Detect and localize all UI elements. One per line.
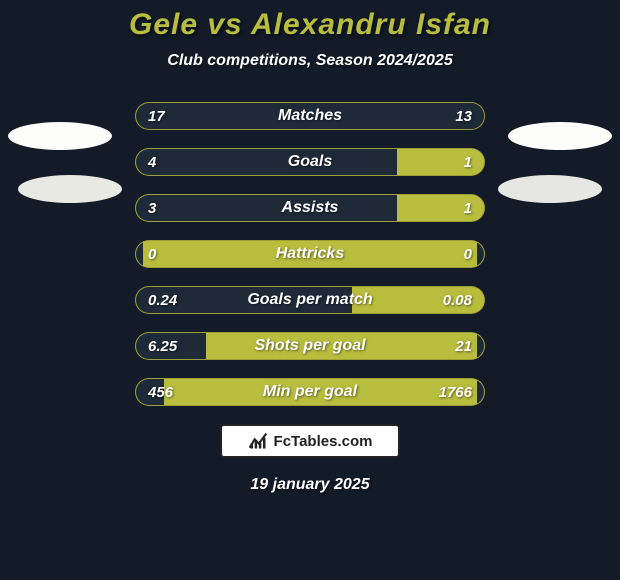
- stat-label: Matches: [136, 103, 484, 129]
- branding-text: FcTables.com: [274, 433, 373, 450]
- comparison-infographic: Gele vs Alexandru Isfan Club competition…: [0, 0, 620, 580]
- stat-row: 3Assists1: [135, 194, 485, 222]
- stat-value-right: 0: [464, 241, 472, 267]
- stat-bars: 17Matches13 4Goals1 3Assists1 0Hattricks0 0.…: [135, 102, 485, 406]
- stat-row: 0.24Goals per match0.08: [135, 286, 485, 314]
- stat-row: 4Goals1: [135, 148, 485, 176]
- stat-row: 17Matches13: [135, 102, 485, 130]
- stat-label: Assists: [136, 195, 484, 221]
- player-left-avatar-mid: [18, 175, 122, 203]
- stat-value-right: 0.08: [443, 287, 472, 313]
- page-title: Gele vs Alexandru Isfan: [0, 8, 620, 42]
- stat-label: Hattricks: [136, 241, 484, 267]
- chart-icon: [248, 431, 268, 451]
- stat-label: Shots per goal: [136, 333, 484, 359]
- stat-value-right: 1766: [439, 379, 472, 405]
- stat-label: Min per goal: [136, 379, 484, 405]
- stat-row: 456Min per goal1766: [135, 378, 485, 406]
- stat-value-right: 13: [455, 103, 472, 129]
- stat-row: 6.25Shots per goal21: [135, 332, 485, 360]
- subtitle: Club competitions, Season 2024/2025: [0, 52, 620, 70]
- date-text: 19 january 2025: [0, 476, 620, 494]
- stat-label: Goals per match: [136, 287, 484, 313]
- branding-badge: FcTables.com: [220, 424, 400, 458]
- stat-value-right: 21: [455, 333, 472, 359]
- stat-value-right: 1: [464, 149, 472, 175]
- stat-row: 0Hattricks0: [135, 240, 485, 268]
- player-right-avatar-top: [508, 122, 612, 150]
- stat-value-right: 1: [464, 195, 472, 221]
- player-right-avatar-mid: [498, 175, 602, 203]
- player-left-avatar-top: [8, 122, 112, 150]
- stat-label: Goals: [136, 149, 484, 175]
